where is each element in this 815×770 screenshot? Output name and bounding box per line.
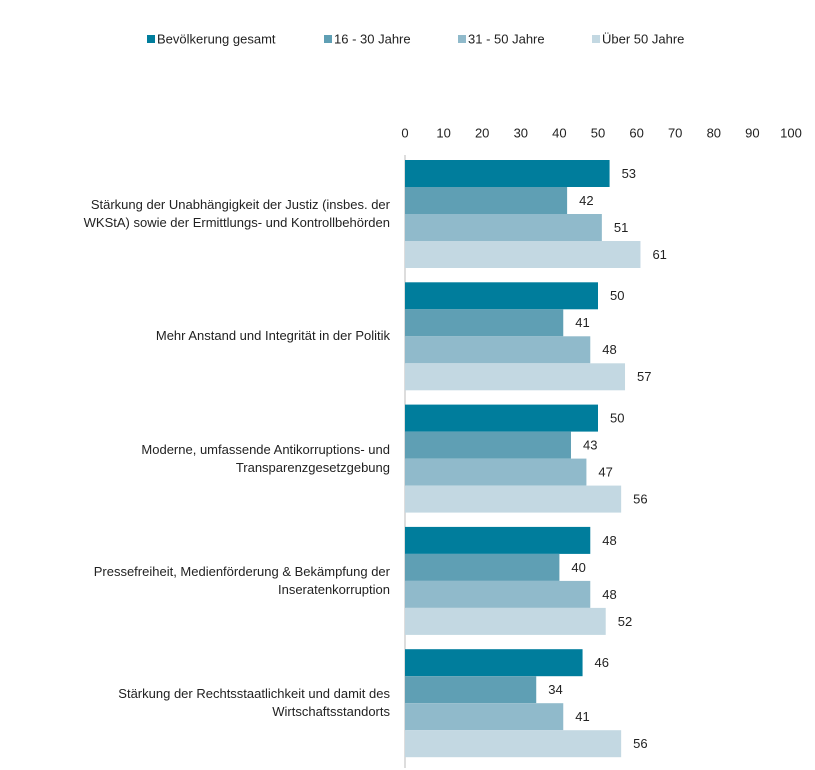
legend-label: 31 - 50 Jahre: [468, 31, 545, 46]
value-label: 47: [598, 465, 612, 480]
value-label: 34: [548, 682, 562, 697]
value-label: 43: [583, 438, 597, 453]
bar: [405, 485, 622, 513]
x-tick-label: 100: [780, 125, 802, 140]
value-label: 48: [602, 533, 616, 548]
x-tick-label: 40: [552, 125, 566, 140]
legend-label: 16 - 30 Jahre: [334, 31, 411, 46]
bar: [405, 241, 641, 268]
bar: [405, 580, 591, 608]
value-label: 56: [633, 736, 647, 751]
x-tick-label: 70: [668, 125, 682, 140]
bar: [405, 458, 587, 486]
value-label: 48: [602, 587, 616, 602]
value-label: 52: [618, 614, 632, 629]
category-label: Moderne, umfassende Antikorruptions- und…: [141, 441, 390, 475]
bar: [405, 676, 537, 704]
x-tick-label: 80: [707, 125, 721, 140]
bar: [405, 431, 571, 459]
value-label: 46: [595, 655, 609, 670]
bar: [405, 363, 626, 391]
value-label: 40: [571, 560, 585, 575]
bar: [405, 336, 591, 364]
value-label: 53: [622, 166, 636, 181]
x-tick-label: 90: [745, 125, 759, 140]
bar: [405, 649, 583, 677]
value-label: 50: [610, 411, 624, 426]
bar: [405, 404, 598, 432]
legend-swatch: [592, 35, 600, 43]
value-label: 41: [575, 315, 589, 330]
x-tick-label: 50: [591, 125, 605, 140]
legend-label: Bevölkerung gesamt: [157, 31, 276, 46]
x-tick-label: 60: [629, 125, 643, 140]
value-label: 42: [579, 193, 593, 208]
legend-label: Über 50 Jahre: [602, 31, 684, 46]
value-label: 48: [602, 342, 616, 357]
x-tick-label: 10: [436, 125, 450, 140]
x-tick-label: 20: [475, 125, 489, 140]
category-label: Pressefreiheit, Medienförderung & Bekämp…: [93, 563, 390, 597]
bar: [405, 187, 568, 214]
bar: [405, 160, 610, 187]
value-label: 51: [614, 220, 628, 235]
x-tick-label: 30: [514, 125, 528, 140]
bar: [405, 730, 622, 758]
bar: [405, 607, 606, 635]
value-label: 41: [575, 709, 589, 724]
bar: [405, 282, 598, 310]
value-label: 61: [652, 247, 666, 262]
legend-swatch: [458, 35, 466, 43]
legend-swatch: [147, 35, 155, 43]
bar: [405, 553, 560, 581]
bar: [405, 526, 591, 554]
bar: [405, 309, 564, 337]
x-tick-label: 0: [401, 125, 408, 140]
bar: [405, 214, 602, 241]
bar: [405, 703, 564, 731]
value-label: 56: [633, 492, 647, 507]
category-label: Stärkung der Rechtsstaatlichkeit und dam…: [118, 686, 390, 720]
value-label: 57: [637, 369, 651, 384]
category-label: Mehr Anstand und Integrität in der Polit…: [155, 328, 390, 344]
legend-swatch: [324, 35, 332, 43]
category-label: Stärkung der Unabhängigkeit der Justiz (…: [83, 197, 390, 230]
value-label: 50: [610, 288, 624, 303]
